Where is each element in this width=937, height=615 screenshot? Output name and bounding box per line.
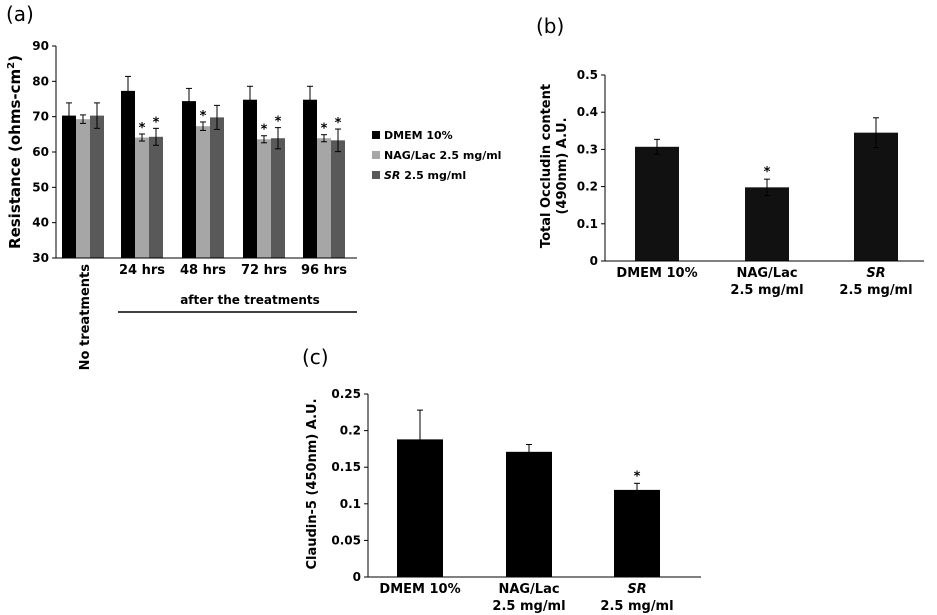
x-label-line1: NAG/Lac [736, 266, 797, 281]
panel-b-bars: * [635, 117, 898, 261]
y-tick-label: 60 [32, 145, 49, 159]
panel-b-letter: (b) [536, 14, 564, 38]
panel-a-bars: * * * * * * * [62, 75, 345, 259]
y-tick-label: 0.2 [340, 424, 361, 438]
x-label: No treatments [78, 264, 93, 371]
y-tick-label: 0.2 [577, 180, 598, 194]
bar-2 [135, 137, 149, 258]
panel-a-letter: (a) [6, 2, 34, 26]
bar-1 [182, 101, 196, 259]
y-tick-label: 0.05 [331, 533, 361, 547]
x-label-line1: NAG/Lac [498, 582, 559, 597]
significance-star: * [275, 115, 282, 130]
x-label-line1: DMEM 10% [616, 266, 697, 281]
bar-1 [243, 99, 257, 258]
y-tick-label: 0.1 [577, 217, 598, 231]
x-label: 96 hrs [301, 263, 347, 278]
x-label-line1: SR [627, 582, 646, 597]
legend-label-rest: 2.5 mg/ml [400, 169, 466, 182]
panel-b-y-axis-label-line1: Total Occludin content [539, 84, 554, 248]
x-label: 24 hrs [119, 263, 165, 278]
panel-a-group-label: after the treatments [180, 293, 320, 307]
significance-star: * [200, 109, 207, 124]
panel-a: (a) Resistance (ohms-cm2) 30 40 50 60 70 80 90… [6, 2, 501, 370]
x-label-line2: 2.5 mg/ml [492, 599, 565, 614]
x-label-line2: 2.5 mg/ml [730, 283, 803, 298]
bar [745, 187, 789, 261]
y-tick-label: 90 [32, 39, 49, 53]
panel-c: (c) Claudin-5 (450nm) A.U. 00.050.10.150… [302, 345, 701, 614]
legend-swatch [372, 151, 380, 159]
y-tick-label: 0.25 [331, 387, 361, 401]
panel-c-x-labels: DMEM 10% NAG/Lac 2.5 mg/ml SR 2.5 mg/ml [379, 582, 673, 614]
panel-b-y-ticks: 0 0.1 0.2 0.3 0.4 0.5 [577, 68, 605, 268]
bar [854, 132, 898, 261]
y-tick-label: 0.5 [577, 68, 598, 82]
y-tick-label: 80 [32, 74, 49, 88]
panel-c-y-axis-label: Claudin-5 (450nm) A.U. [305, 398, 320, 569]
x-label: 72 hrs [241, 263, 287, 278]
panel-b-x-labels: DMEM 10% NAG/Lac 2.5 mg/ml SR 2.5 mg/ml [616, 266, 912, 298]
y-tick-label: 0.4 [577, 105, 598, 119]
x-label: 48 hrs [180, 263, 226, 278]
bar-3 [90, 115, 104, 259]
significance-star: * [764, 165, 771, 180]
x-label-line2: 2.5 mg/ml [839, 283, 912, 298]
bar-3 [331, 140, 345, 258]
significance-star: * [321, 122, 328, 137]
bar [506, 451, 552, 577]
bar-3 [210, 117, 224, 258]
x-label-line2: 2.5 mg/ml [600, 599, 673, 614]
legend-label: DMEM 10% [384, 129, 453, 142]
panel-a-x-labels: No treatments 24 hrs 48 hrs 72 hrs 96 hrs [78, 263, 347, 370]
bar [635, 146, 679, 261]
bar-2 [317, 138, 331, 258]
y-tick-label: 0 [590, 254, 598, 268]
bar-2 [257, 139, 271, 258]
y-tick-label: 70 [32, 110, 49, 124]
significance-star: * [335, 116, 342, 131]
x-label-line1: DMEM 10% [379, 582, 460, 597]
legend-label: SR 2.5 mg/ml [384, 169, 466, 182]
y-tick-label: 0.3 [577, 142, 598, 156]
y-tick-label: 0 [353, 570, 361, 584]
significance-star: * [139, 121, 146, 136]
y-tick-label: 0.1 [340, 497, 361, 511]
significance-star: * [261, 123, 268, 138]
legend-label-italic: SR [384, 169, 400, 182]
y-tick-label: 0.15 [331, 460, 361, 474]
panel-c-bars: * [397, 409, 660, 577]
x-label-line1: SR [866, 266, 885, 281]
y-tick-label: 40 [32, 216, 49, 230]
bar-1 [62, 115, 76, 259]
panel-b: (b) Total Occludin content (490nm) A.U. … [536, 14, 924, 298]
panel-c-y-ticks: 0 0.05 0.1 0.15 0.2 0.25 [331, 387, 368, 584]
panel-a-y-ticks: 30 40 50 60 70 80 90 [32, 39, 56, 265]
bar-3 [271, 138, 285, 258]
bar-1 [121, 90, 135, 258]
panel-c-letter: (c) [302, 345, 329, 369]
bar-3 [149, 136, 163, 258]
bar-2 [196, 126, 210, 258]
legend-swatch [372, 171, 380, 179]
y-tick-label: 30 [32, 251, 49, 265]
legend-label: NAG/Lac 2.5 mg/ml [384, 149, 501, 162]
y-tick-label: 50 [32, 180, 49, 194]
bar [614, 489, 660, 577]
panel-a-y-axis-label: Resistance (ohms-cm2) [6, 55, 24, 249]
panel-b-y-axis-label-line2: (490nm) A.U. [555, 117, 570, 214]
bar-1 [303, 99, 317, 258]
legend-swatch [372, 131, 380, 139]
bar-2 [76, 119, 90, 258]
panel-a-legend: DMEM 10% NAG/Lac 2.5 mg/ml SR 2.5 mg/ml [372, 129, 501, 182]
significance-star: * [153, 115, 160, 130]
significance-star: * [634, 469, 641, 484]
